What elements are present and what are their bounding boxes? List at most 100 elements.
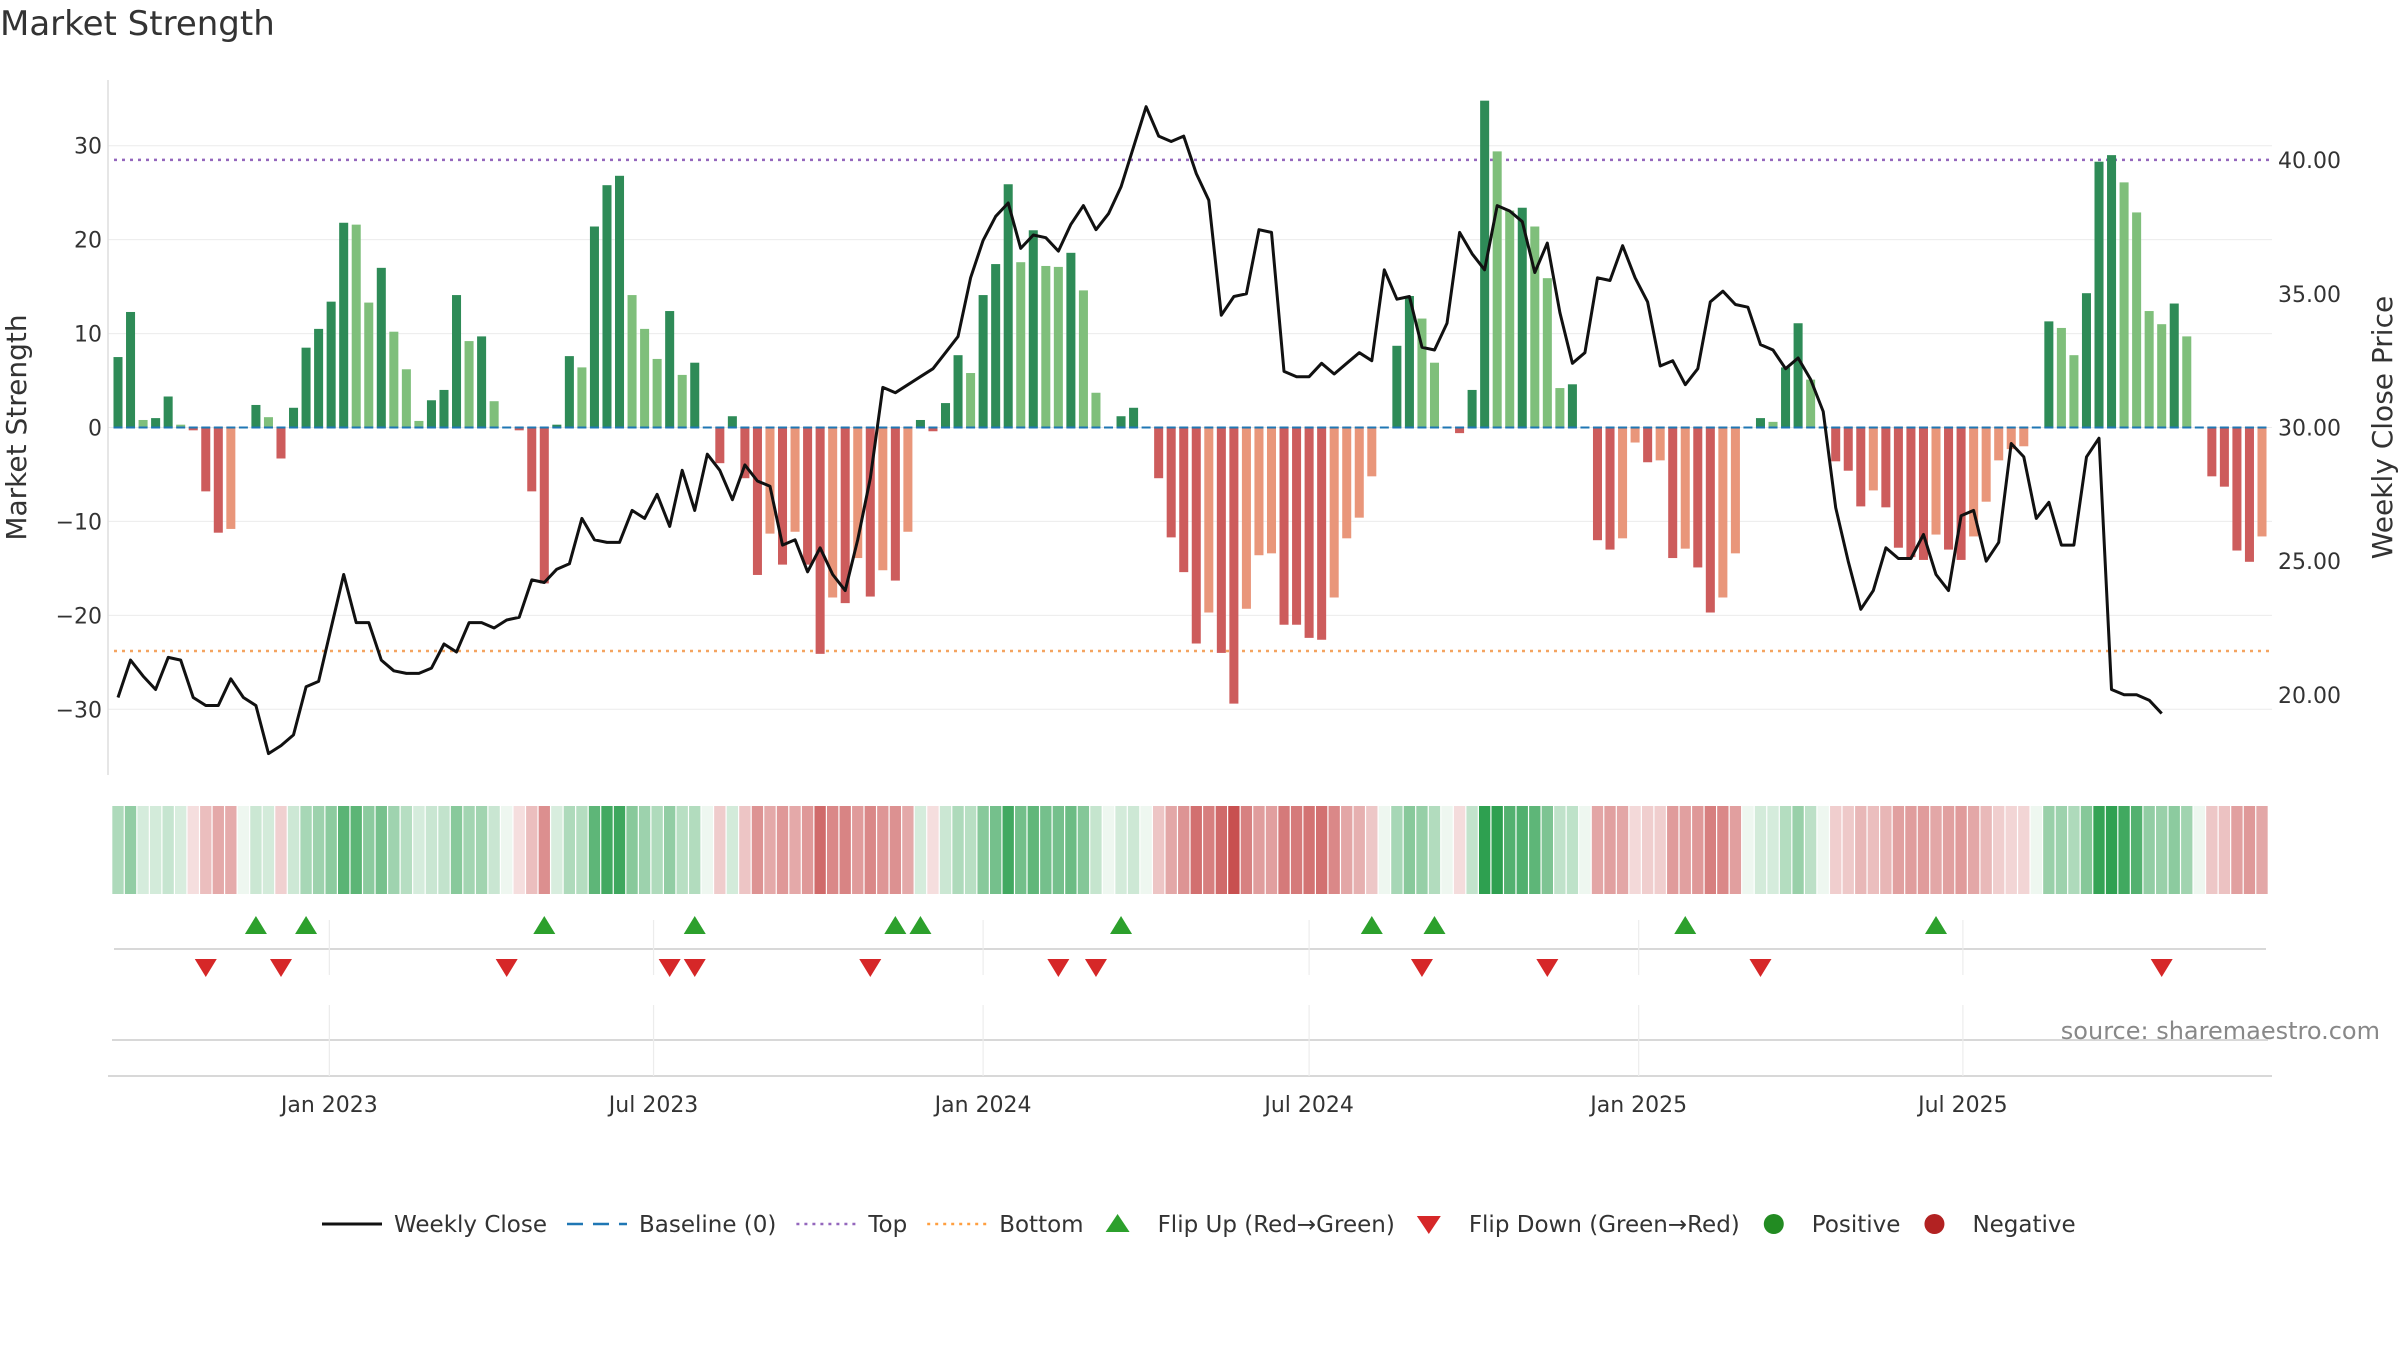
- heat-cell: [889, 806, 902, 894]
- strength-bar: [1492, 151, 1502, 428]
- heat-cell: [513, 806, 525, 894]
- heat-cell: [1115, 806, 1127, 894]
- strength-bar: [1191, 427, 1201, 644]
- strength-bar: [915, 419, 925, 428]
- strength-bar: [1417, 318, 1427, 428]
- strength-bar: [677, 374, 687, 428]
- legend-item: Bottom: [927, 1212, 1084, 1238]
- y-left-tick-label: −10: [56, 510, 102, 535]
- strength-bar: [828, 427, 838, 598]
- heat-cell: [1591, 806, 1604, 894]
- strength-heat-strip: [112, 806, 2268, 894]
- heat-cell: [425, 806, 438, 894]
- strength-bar: [577, 367, 587, 428]
- heat-cell: [1328, 806, 1340, 894]
- strength-bar: [113, 357, 123, 428]
- strength-bar: [1241, 427, 1251, 609]
- heat-cell: [1504, 806, 1516, 894]
- strength-bar: [1179, 427, 1189, 573]
- strength-bar: [339, 222, 349, 428]
- legend-item: Negative: [1924, 1212, 2076, 1238]
- x-tick-label: Jan 2023: [279, 1093, 378, 1118]
- strength-bar: [1003, 184, 1013, 428]
- heat-cell: [1980, 806, 1992, 894]
- heat-cell: [1315, 806, 1328, 894]
- strength-bar: [1028, 230, 1038, 428]
- heat-cell: [250, 806, 262, 894]
- strength-bar: [1768, 421, 1778, 428]
- flip-down-marker: [1536, 959, 1559, 977]
- strength-bar: [1091, 392, 1101, 428]
- heat-cell: [1077, 806, 1090, 894]
- heat-cell: [914, 806, 927, 894]
- heat-cell: [1278, 806, 1290, 894]
- x-axis-ticks: Jan 2023 Jul 2023 Jan 2024 Jul 2024 Jan 2025…: [279, 920, 2008, 1118]
- legend-swatch-circle: [1924, 1214, 1945, 1234]
- heat-cell: [312, 806, 325, 894]
- heat-cell: [989, 806, 1002, 894]
- heat-cell: [300, 806, 312, 894]
- strength-bar: [1455, 427, 1465, 434]
- legend-item: Baseline (0): [566, 1212, 776, 1238]
- heat-cell: [1441, 806, 1453, 894]
- strength-bar: [1266, 427, 1277, 554]
- heat-cell: [1767, 806, 1779, 894]
- heat-cell: [2256, 806, 2268, 894]
- strength-bar: [991, 264, 1001, 428]
- heat-cell: [463, 806, 475, 894]
- strength-bar: [1944, 427, 1954, 550]
- strength-bar: [452, 295, 462, 428]
- heat-cell: [776, 806, 789, 894]
- strength-bar: [1806, 379, 1816, 428]
- strength-bar: [1053, 266, 1063, 428]
- heat-cell: [225, 806, 237, 894]
- strength-bar: [2169, 303, 2179, 428]
- strength-bar: [615, 175, 625, 428]
- strength-bar: [752, 427, 762, 575]
- strength-bar: [589, 226, 599, 428]
- heat-cell: [2143, 806, 2155, 894]
- heat-cell: [1880, 806, 1892, 894]
- strength-bar: [2244, 427, 2254, 562]
- strength-bar: [1041, 265, 1051, 428]
- strength-bar: [1931, 427, 1941, 535]
- heat-cell: [2055, 806, 2068, 894]
- flip-down-marker: [1084, 959, 1107, 977]
- heat-cell: [1353, 806, 1365, 894]
- heat-cell: [2130, 806, 2143, 894]
- heat-cell: [175, 806, 187, 894]
- strength-bar: [815, 427, 825, 654]
- heat-cell: [212, 806, 224, 894]
- heat-cell: [2243, 806, 2256, 894]
- strength-bar: [727, 416, 737, 428]
- strength-bar: [790, 427, 800, 532]
- strength-bar: [1705, 427, 1715, 613]
- strength-bar: [1329, 427, 1339, 598]
- strength-bar: [865, 427, 875, 597]
- strength-bar: [1078, 290, 1088, 428]
- heat-cell: [112, 806, 124, 894]
- strength-bar: [1856, 427, 1866, 507]
- strength-bar: [263, 417, 273, 428]
- strength-bar: [928, 427, 938, 432]
- heat-cell: [2206, 806, 2218, 894]
- heat-cell: [764, 806, 776, 894]
- strength-bar: [364, 302, 374, 428]
- heat-cell: [676, 806, 688, 894]
- heat-cell: [400, 806, 413, 894]
- strength-bar: [1129, 407, 1139, 428]
- heat-cell: [939, 806, 952, 894]
- heat-cell: [2093, 806, 2105, 894]
- strength-bar: [1066, 252, 1076, 428]
- heat-cell: [1428, 806, 1441, 894]
- strength-bar: [1793, 323, 1803, 428]
- heat-cell: [1855, 806, 1867, 894]
- legend-item: Positive: [1763, 1212, 1900, 1238]
- heat-cell: [1905, 806, 1917, 894]
- strength-bar: [1618, 427, 1628, 539]
- strength-bar: [1116, 416, 1126, 428]
- heat-cell: [488, 806, 500, 894]
- strength-bar: [2219, 427, 2229, 487]
- x-tick-label: Jan 2025: [1588, 1093, 1687, 1118]
- strength-bar: [1956, 427, 1966, 560]
